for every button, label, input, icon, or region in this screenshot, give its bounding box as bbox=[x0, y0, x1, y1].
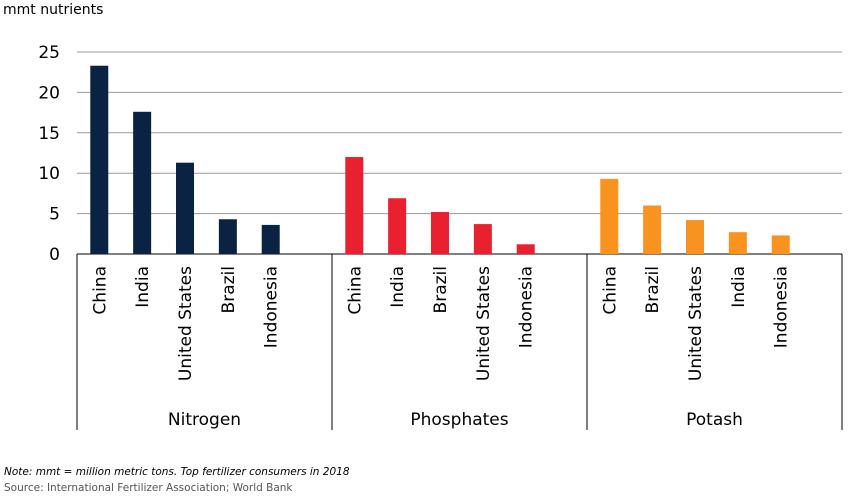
bar bbox=[133, 111, 152, 255]
x-tick-label: Brazil bbox=[219, 266, 239, 313]
chart-source: Source: International Fertilizer Associa… bbox=[4, 482, 293, 494]
y-tick-label: 5 bbox=[49, 205, 60, 225]
x-tick-label: United States bbox=[176, 266, 196, 381]
y-axis-label: mmt nutrients bbox=[3, 2, 104, 18]
y-tick-label: 10 bbox=[38, 164, 60, 184]
x-tick-label: United States bbox=[686, 266, 706, 381]
x-tick-label: India bbox=[388, 266, 408, 308]
bar bbox=[261, 224, 280, 254]
bar bbox=[176, 162, 194, 254]
x-tick-label: United States bbox=[474, 266, 494, 381]
bar bbox=[728, 232, 747, 254]
bar bbox=[218, 219, 237, 254]
bar bbox=[473, 224, 492, 254]
bar bbox=[345, 157, 364, 254]
bar bbox=[516, 244, 535, 254]
x-tick-label: China bbox=[345, 266, 365, 315]
x-tick-label: China bbox=[90, 266, 110, 315]
bar bbox=[643, 205, 662, 254]
bar bbox=[771, 235, 790, 254]
bar-chart: 0 5 10 15 20 25 China India United States Brazil I… bbox=[38, 43, 843, 430]
x-tick-label: Indonesia bbox=[517, 266, 537, 348]
x-tick-label: India bbox=[729, 266, 749, 308]
bar bbox=[600, 178, 619, 254]
group-label: Phosphates bbox=[410, 410, 508, 430]
group-label: Potash bbox=[686, 410, 743, 430]
bar bbox=[431, 211, 449, 254]
x-tick-label: Indonesia bbox=[262, 266, 282, 348]
x-tick-label: China bbox=[600, 266, 620, 315]
group-label: Nitrogen bbox=[168, 410, 241, 430]
y-tick-label: 25 bbox=[38, 43, 60, 63]
y-tick-label: 0 bbox=[49, 245, 60, 265]
bar bbox=[388, 198, 407, 254]
x-tick-label: India bbox=[133, 266, 153, 308]
x-tick-label: Brazil bbox=[431, 266, 451, 313]
bar bbox=[90, 65, 109, 255]
x-tick-label: Brazil bbox=[643, 266, 663, 313]
bar bbox=[686, 220, 704, 254]
y-tick-label: 20 bbox=[38, 83, 60, 103]
y-tick-label: 15 bbox=[38, 124, 60, 144]
x-tick-label: Indonesia bbox=[772, 266, 792, 348]
chart-note: Note: mmt = million metric tons. Top fer… bbox=[4, 466, 350, 478]
